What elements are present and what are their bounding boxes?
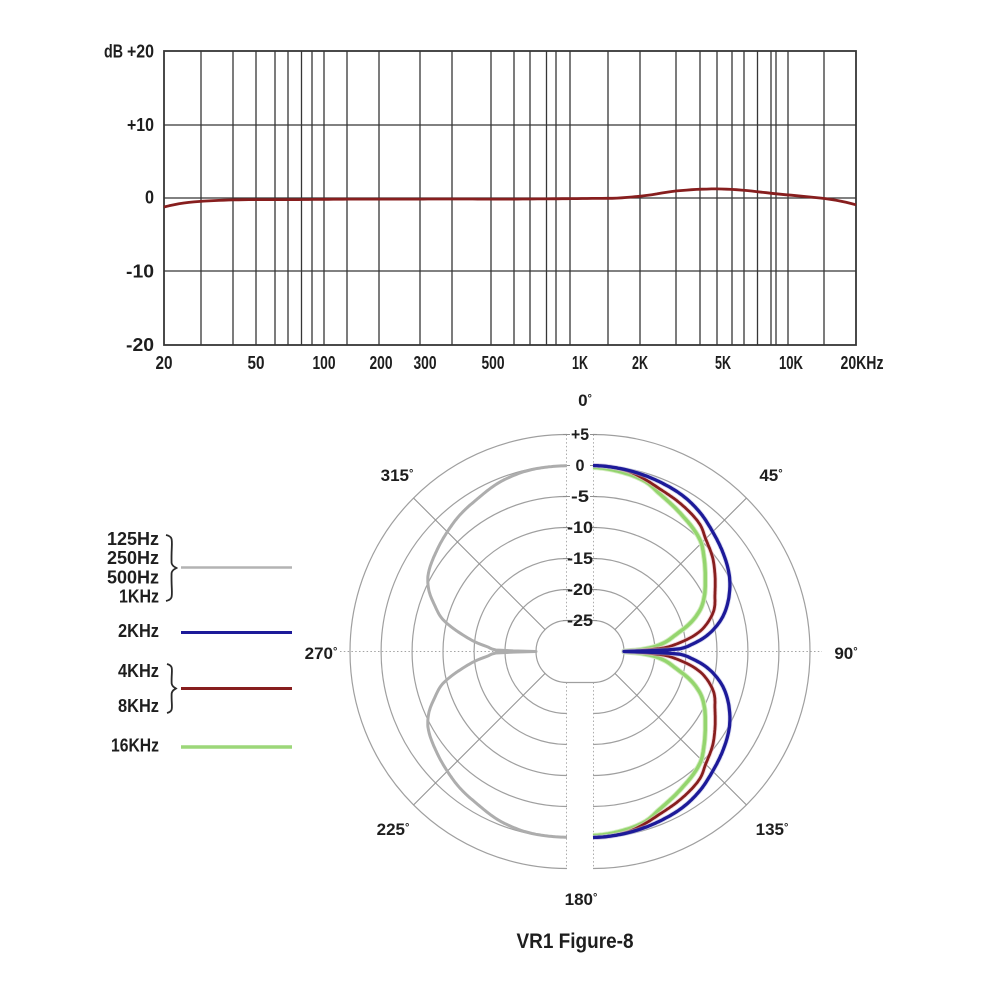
- svg-text:1KHz: 1KHz: [119, 587, 159, 607]
- svg-text:-10: -10: [567, 518, 593, 537]
- svg-text:2KHz: 2KHz: [118, 621, 159, 641]
- svg-text:-20: -20: [567, 580, 593, 599]
- svg-text:-10: -10: [126, 262, 154, 282]
- svg-text:dB: dB: [104, 42, 123, 62]
- svg-text:250Hz: 250Hz: [107, 548, 159, 568]
- svg-text:45°: 45°: [759, 466, 782, 485]
- svg-text:-25: -25: [567, 611, 593, 630]
- svg-text:125Hz: 125Hz: [107, 529, 159, 549]
- svg-text:270°: 270°: [305, 644, 338, 663]
- svg-text:VR1 Figure-8: VR1 Figure-8: [517, 930, 634, 953]
- svg-text:10K: 10K: [779, 353, 803, 373]
- svg-text:100: 100: [313, 353, 336, 373]
- svg-text:90°: 90°: [834, 644, 857, 663]
- svg-text:1K: 1K: [572, 353, 588, 373]
- svg-text:20: 20: [156, 353, 173, 373]
- svg-text:16KHz: 16KHz: [111, 736, 159, 756]
- svg-text:500: 500: [482, 353, 505, 373]
- svg-text:225°: 225°: [377, 820, 410, 839]
- svg-text:5K: 5K: [715, 353, 731, 373]
- svg-text:200: 200: [370, 353, 393, 373]
- svg-text:180°: 180°: [565, 890, 598, 909]
- svg-text:500Hz: 500Hz: [107, 568, 159, 588]
- svg-text:-5: -5: [571, 487, 589, 506]
- svg-text:300: 300: [414, 353, 437, 373]
- svg-text:2K: 2K: [632, 353, 648, 373]
- svg-text:0: 0: [145, 188, 154, 208]
- svg-text:315°: 315°: [381, 466, 414, 485]
- svg-text:+5: +5: [571, 425, 589, 444]
- svg-text:20KHz: 20KHz: [841, 353, 884, 373]
- svg-text:0: 0: [576, 456, 585, 475]
- svg-text:+20: +20: [127, 42, 154, 62]
- svg-text:-15: -15: [567, 549, 593, 568]
- svg-text:4KHz: 4KHz: [118, 661, 159, 681]
- svg-text:50: 50: [248, 353, 265, 373]
- svg-text:8KHz: 8KHz: [118, 696, 159, 716]
- svg-text:-20: -20: [126, 335, 154, 355]
- svg-text:135°: 135°: [756, 820, 789, 839]
- svg-text:+10: +10: [127, 115, 154, 135]
